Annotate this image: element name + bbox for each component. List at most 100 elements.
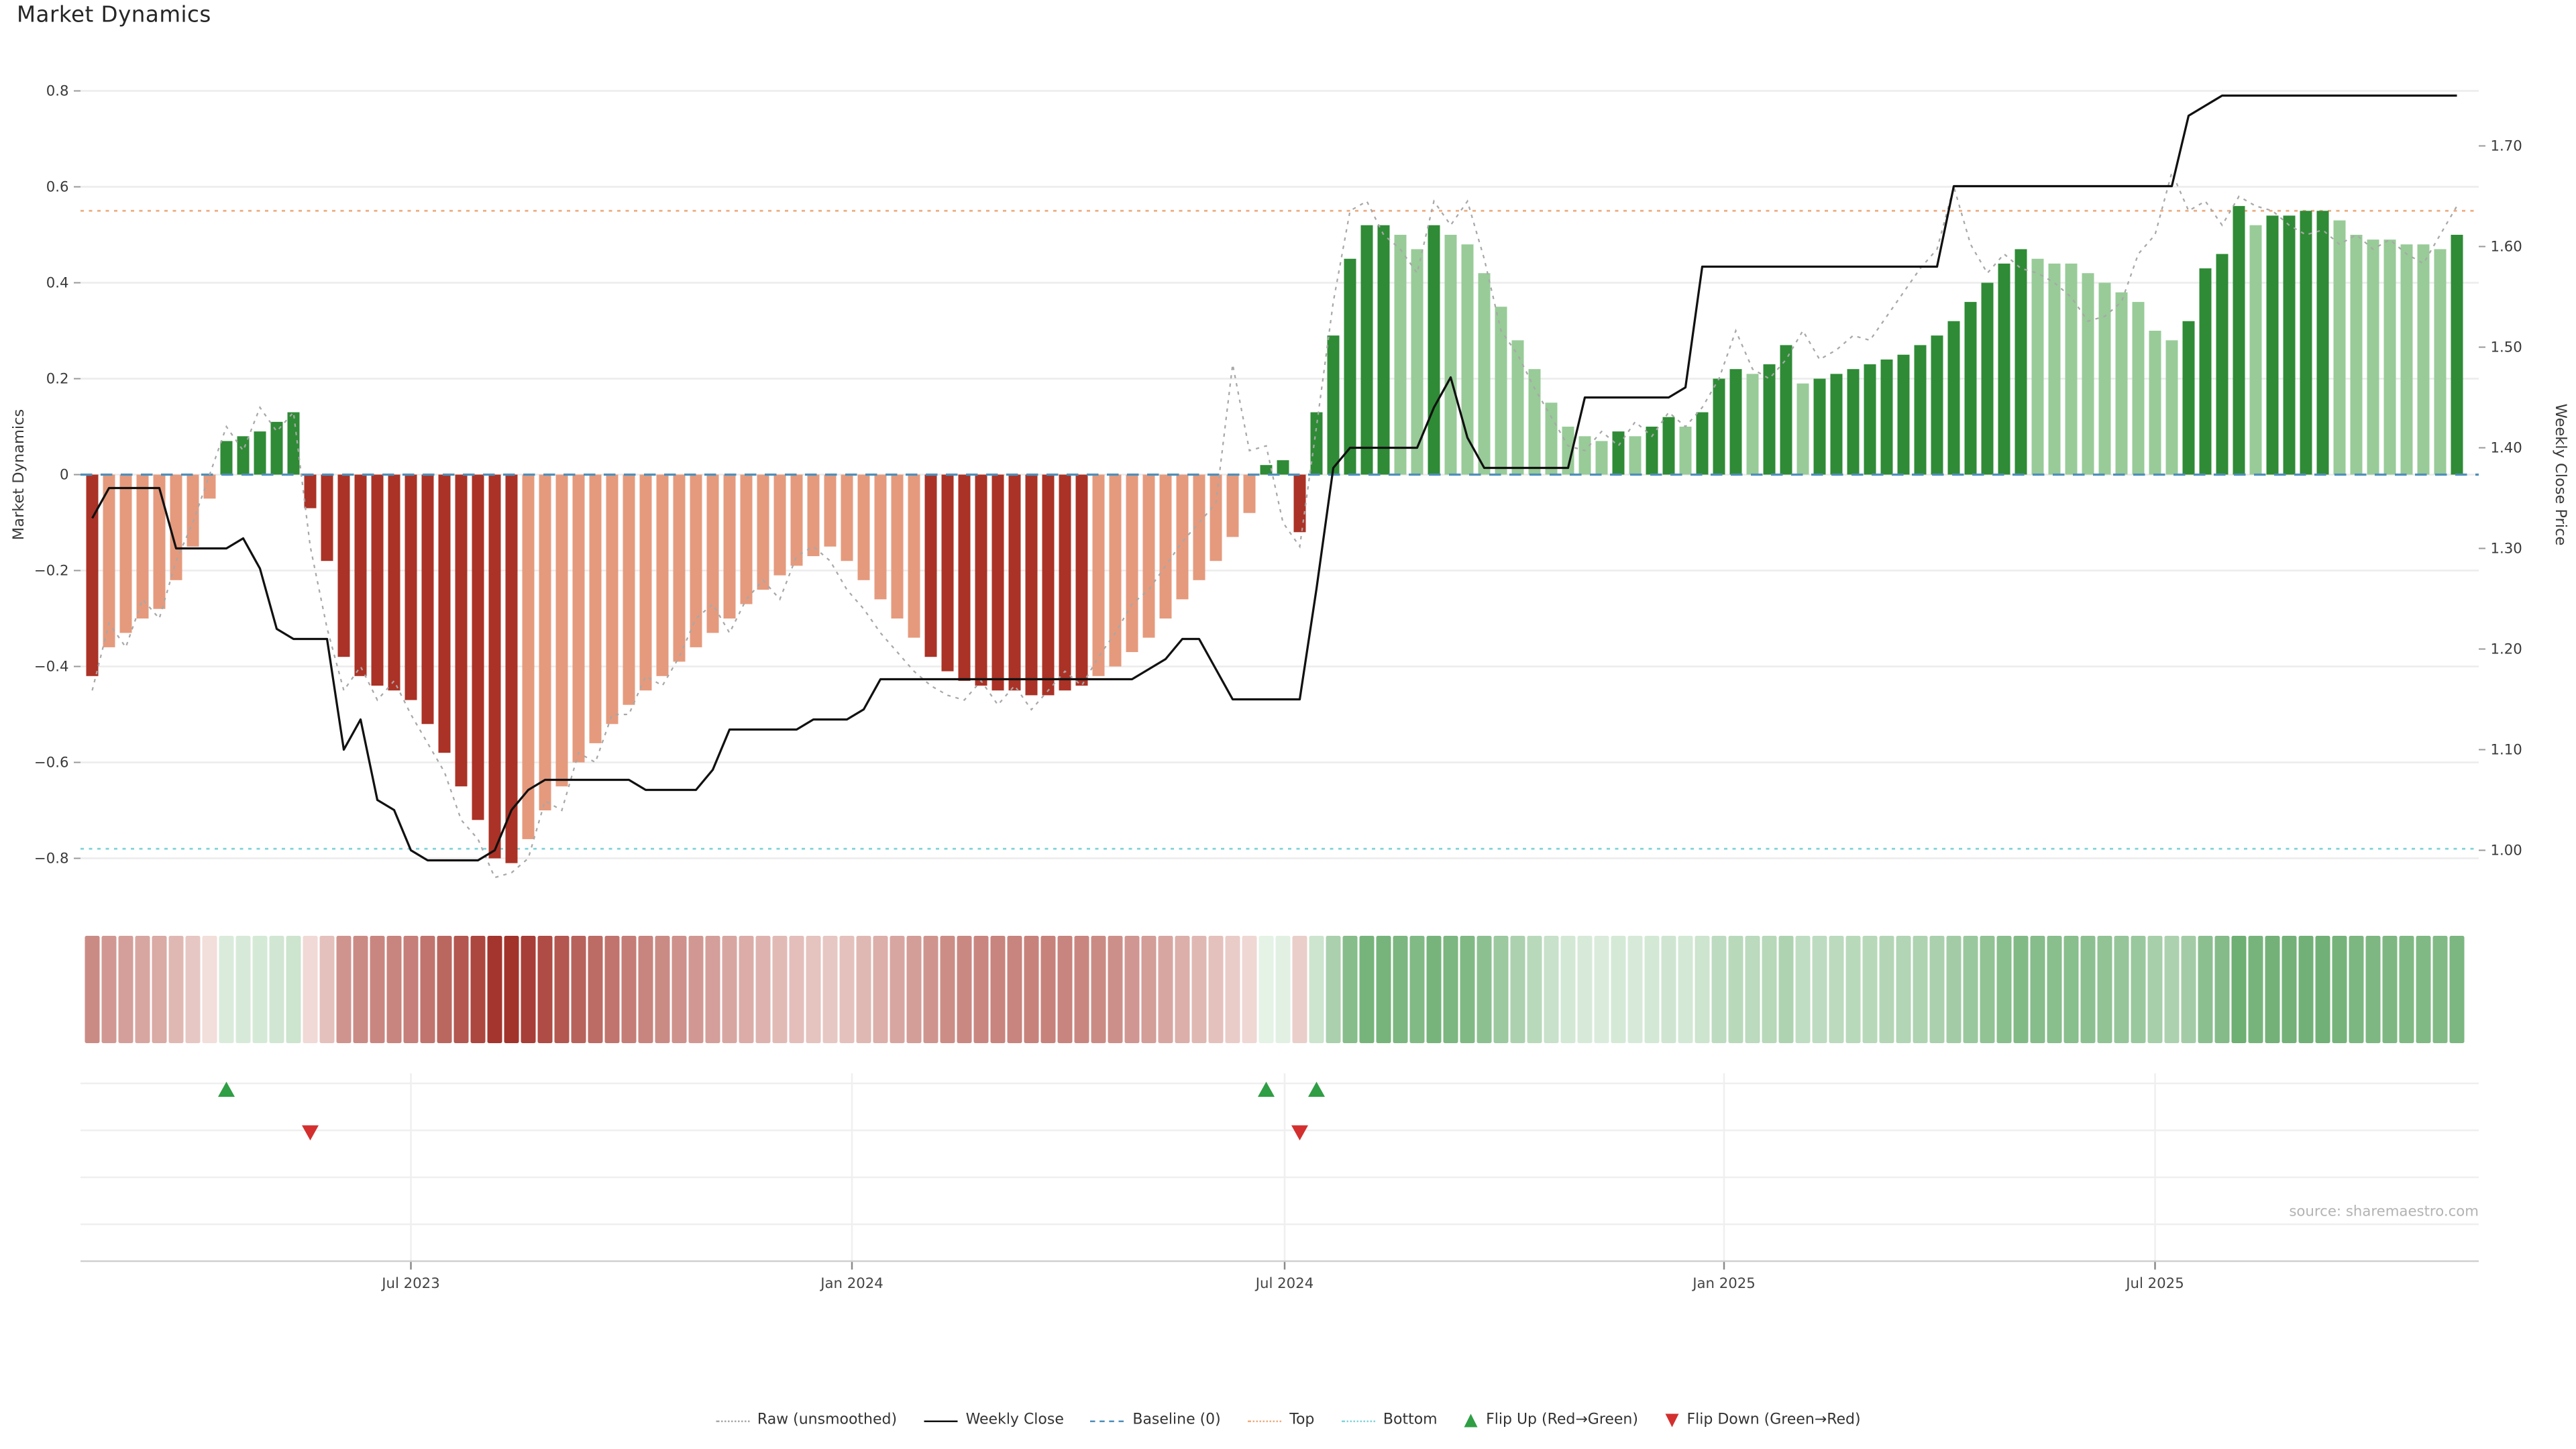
dynamics-bar [1629,436,1642,475]
heatmap-cell [688,936,704,1043]
dynamics-bar [2266,215,2279,475]
dynamics-bar [958,474,971,681]
dynamics-bar [1830,374,1843,475]
x-tick-label: Jul 2023 [380,1275,439,1292]
dynamics-bar [1578,436,1591,475]
heatmap-cell [1460,936,1475,1043]
dynamics-bar [757,474,769,590]
dynamics-bar [153,474,166,609]
dynamics-bar [773,474,786,576]
heatmap-cell [1292,936,1307,1043]
heatmap-cell [1074,936,1089,1043]
dynamics-bar [1947,321,1960,475]
dynamics-bar [1042,474,1055,696]
dynamics-bar [186,474,199,547]
legend-item: Top [1247,1412,1315,1429]
dynamics-bar [908,474,920,638]
dynamics-bar [1897,354,1910,475]
legend-line-swatch [1247,1419,1281,1421]
dynamics-bar [790,474,803,566]
heatmap-cell [1108,936,1123,1043]
heatmap-cell [2265,936,2280,1043]
heatmap-cell [1594,936,1609,1043]
heatmap-cell [906,936,922,1043]
dynamics-bar [170,474,182,580]
heatmap-cell [1309,936,1324,1043]
heatmap-cell [923,936,938,1043]
heatmap-cell [1795,936,1811,1043]
y-left-tick-label: 0.4 [46,275,69,292]
legend-label: Top [1289,1412,1315,1429]
heatmap-cell [521,936,536,1043]
heatmap-cell [2432,936,2448,1043]
dynamics-bar [1293,474,1306,533]
dynamics-bar [1998,263,2010,475]
legend-item: Flip Down (Green→Red) [1664,1412,1861,1429]
dynamics-bar [2015,249,2027,475]
heatmap-cell [2332,936,2347,1043]
heatmap-cell [2449,936,2465,1043]
flip-markers [218,1081,1325,1140]
heatmap-cell [1359,936,1375,1043]
heatmap-cell [2214,936,2230,1043]
dynamics-bar [1327,335,1340,475]
dynamics-bar [1008,474,1021,691]
heatmap-cell [1963,936,1978,1043]
dynamics-bar [1931,335,1943,475]
dynamics-bar [2115,292,2128,475]
dynamics-bar [1226,474,1239,537]
y-left-tick-label: −0.2 [34,563,69,580]
heatmap-cell [2282,936,2297,1043]
dynamics-bar [723,474,736,619]
heatmap-cell [571,936,586,1043]
dynamics-bar [2098,282,2111,475]
dynamics-bar [1444,235,1457,475]
dynamics-bar [1562,427,1574,475]
dynamics-bar [841,474,853,561]
dynamics-bar [1914,345,1927,475]
heatmap-cell [2047,936,2062,1043]
dynamics-bar [690,474,702,647]
dynamics-bar [539,474,551,810]
dynamics-bar [1176,474,1189,600]
dynamics-bar [807,474,820,557]
dynamics-bar [270,421,283,475]
dynamics-bar [941,474,954,672]
y-right-tick-label: 1.60 [2491,239,2522,256]
heatmap-cell [856,936,871,1043]
triangle-down-icon [1664,1413,1678,1428]
dynamics-bar [1595,441,1608,475]
dynamics-bar [740,474,753,604]
dynamics-bar [1729,369,1742,475]
heatmap-cell [973,936,989,1043]
dynamics-bar [2283,215,2296,475]
y-right-tick-label: 1.10 [2491,742,2522,759]
dynamics-bar [1092,474,1105,676]
heatmap-cell [1745,936,1760,1043]
dynamics-bar [555,474,568,787]
triangle-up-icon [1464,1413,1478,1428]
heatmap-cell [504,936,519,1043]
dynamics-bar [1612,431,1625,475]
heatmap-cell [1376,936,1391,1043]
dynamics-bar [1193,474,1205,580]
heatmap-cell [1326,936,1341,1043]
heatmap-cell [2030,936,2045,1043]
heatmap-cell [822,936,838,1043]
flip-up-marker [1258,1081,1275,1097]
heatmap-cell [705,936,720,1043]
dynamics-bar [304,474,317,508]
dynamics-bar [2132,302,2145,475]
weekly-close-line [91,94,2457,862]
dynamics-bar [321,474,333,561]
marker-panel: Jul 2023 Jan 2024 Jul 2024 Jan 2025 Jul 2025 [80,1073,2479,1292]
heatmap-cell [1929,936,1945,1043]
dynamics-bar [220,441,233,475]
y-left-tick-label: −0.6 [34,755,69,771]
legend-label: Raw (unsmoothed) [757,1412,898,1429]
heatmap-cell [353,936,368,1043]
heatmap-cell [1040,936,1056,1043]
dynamics-bar [455,474,468,787]
heatmap-cell [839,936,855,1043]
heatmap-cell [2298,936,2314,1043]
